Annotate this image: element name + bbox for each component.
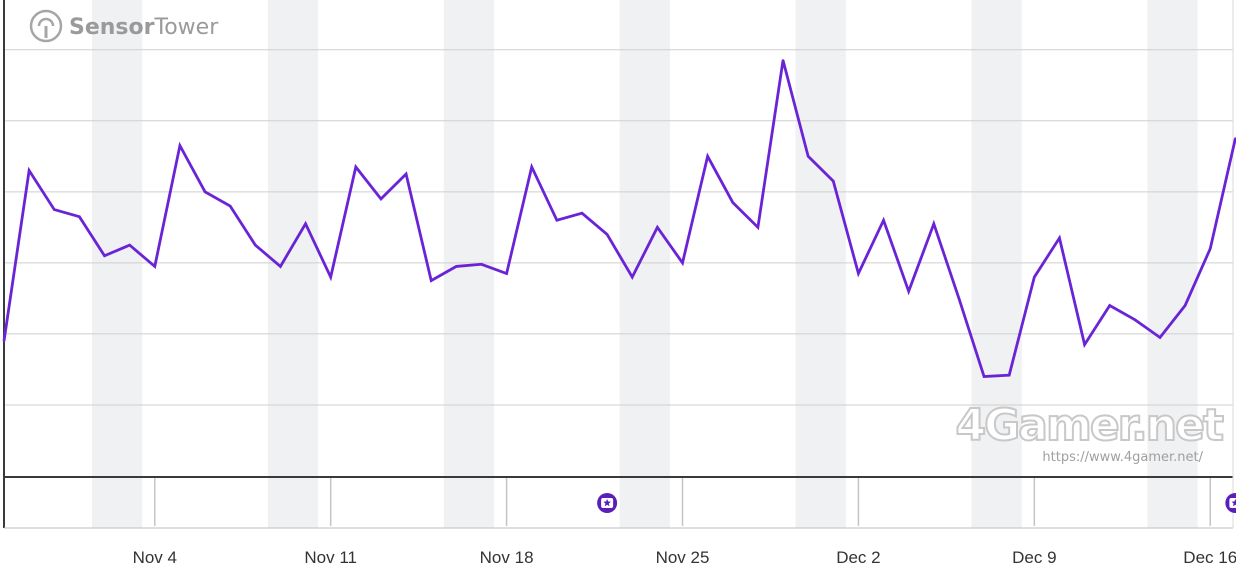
series-point [1183, 304, 1187, 307]
series-point [806, 155, 810, 158]
sensortower-icon [29, 9, 63, 43]
series-point [505, 272, 508, 275]
series-point [756, 226, 760, 229]
series-point [329, 275, 332, 279]
series-point [857, 272, 860, 275]
weekend-band [91, 0, 143, 528]
series-point [1133, 318, 1137, 321]
series-point [404, 172, 408, 176]
series-point [2, 339, 6, 343]
weekend-bands [91, 0, 1198, 528]
series-point [354, 165, 358, 169]
series-point [78, 215, 81, 218]
watermark: 4Gamer.net https://www.4gamer.net/ [955, 399, 1227, 465]
series-point [455, 265, 458, 268]
x-tick-label: Nov 4 [133, 548, 177, 567]
series-point [1108, 304, 1111, 307]
series-point [103, 254, 106, 257]
x-tick-label: Nov 25 [656, 548, 710, 567]
series-point [279, 265, 282, 268]
series-point [957, 297, 961, 300]
weekend-band [1147, 0, 1198, 528]
series-point [982, 375, 986, 378]
series-point [882, 219, 885, 222]
x-tick-labels: Nov 4 Nov 11 Nov 18 Nov 25 Dec 2 Dec 9 Dec 16 [133, 548, 1236, 567]
series-points [2, 59, 1236, 378]
series-point [781, 59, 785, 62]
weekend-band [619, 0, 670, 528]
series-point [53, 208, 56, 211]
timeline-strip [4, 0, 1234, 529]
series-point [480, 263, 483, 266]
series-point [580, 211, 584, 215]
series-point [430, 279, 433, 282]
event-markers [597, 493, 1236, 513]
series-point [530, 165, 533, 169]
svg-text:SensorTower: SensorTower [69, 15, 219, 40]
series-point [555, 219, 559, 222]
series-point [932, 222, 936, 225]
star-badge-icon[interactable] [597, 493, 618, 513]
x-tick-label: Dec 9 [1012, 548, 1056, 567]
series-point [631, 275, 634, 279]
series-point [1209, 247, 1212, 250]
series-line [2, 60, 1236, 378]
series-point [379, 197, 383, 201]
brand-logo: SensorTower [29, 9, 219, 43]
weekend-band [971, 0, 1022, 528]
series-point [681, 261, 684, 265]
brand-name-bold: Sensor [69, 15, 155, 40]
series-point [1008, 373, 1011, 377]
series-point [731, 201, 734, 204]
series-point [228, 204, 232, 208]
weekend-band [267, 0, 319, 528]
series-point [1083, 343, 1086, 346]
star-badge-icon[interactable] [1225, 493, 1236, 513]
watermark-url: https://www.4gamer.net/ [1042, 450, 1203, 465]
series-point [128, 243, 131, 247]
x-tick-label: Dec 16 [1183, 548, 1236, 567]
y-gridlines [4, 49, 1233, 406]
series-point [1033, 275, 1036, 279]
weekend-band [795, 0, 846, 528]
series-point [203, 190, 207, 194]
x-tick-label: Nov 11 [304, 548, 357, 567]
series-point [254, 243, 257, 247]
x-tick-label: Nov 18 [480, 548, 534, 567]
series-point [656, 226, 659, 229]
series-point [832, 179, 835, 183]
brand-name-regular: Tower [154, 15, 220, 40]
series-point [178, 144, 182, 147]
series-point [605, 233, 609, 236]
x-tick-label: Dec 2 [836, 548, 880, 567]
series-point [907, 290, 910, 293]
series-point [1158, 336, 1162, 339]
watermark-logo: 4Gamer.net [956, 400, 1224, 451]
series-point [706, 155, 709, 158]
series-point [27, 169, 31, 172]
series-point [304, 222, 307, 225]
series-point [1058, 236, 1061, 240]
series-point [153, 265, 156, 268]
